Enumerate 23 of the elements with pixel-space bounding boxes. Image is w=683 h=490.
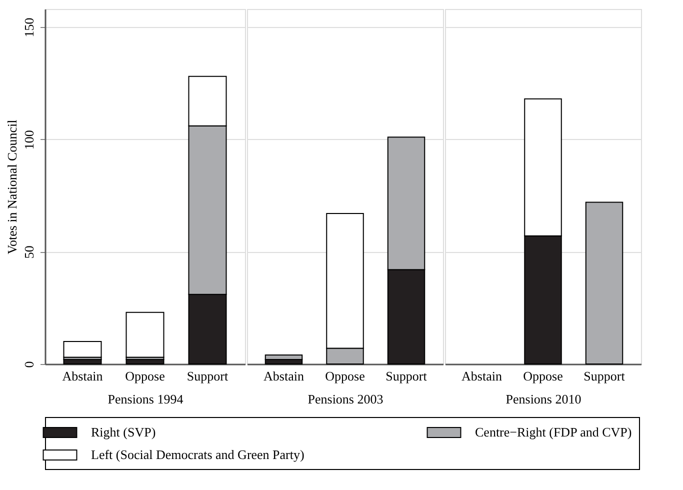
x-tick-label: Abstain xyxy=(62,368,104,384)
y-tick-label: 50 xyxy=(22,246,36,259)
y-tick-label: 150 xyxy=(22,18,36,38)
legend-label: Left (Social Democrats and Green Party) xyxy=(91,447,304,462)
x-axis-title: Pensions 2010 xyxy=(506,392,582,406)
bar xyxy=(63,341,102,358)
y-tick-label: 100 xyxy=(22,130,36,150)
x-tick-label: Abstain xyxy=(264,368,304,384)
x-axis-title: Pensions 2003 xyxy=(308,392,384,406)
legend-label: Centre−Right (FDP and CVP) xyxy=(475,424,632,440)
x-tick-label: Support xyxy=(386,368,428,384)
legend-label: Right (SVP) xyxy=(91,424,156,440)
x-tick-label: Oppose xyxy=(125,368,166,384)
x-axis-title: Pensions 1994 xyxy=(108,392,184,406)
x-tick-label: Oppose xyxy=(523,368,564,384)
x-tick-label: Support xyxy=(584,368,626,384)
y-axis-title: Votes in National Council xyxy=(4,119,20,254)
x-tick-label: Oppose xyxy=(325,368,366,384)
y-tick-label: 0 xyxy=(22,361,36,368)
x-tick-label: Support xyxy=(186,368,228,384)
bar xyxy=(126,312,164,358)
bar xyxy=(264,354,303,360)
x-tick-label: Abstain xyxy=(462,368,502,384)
